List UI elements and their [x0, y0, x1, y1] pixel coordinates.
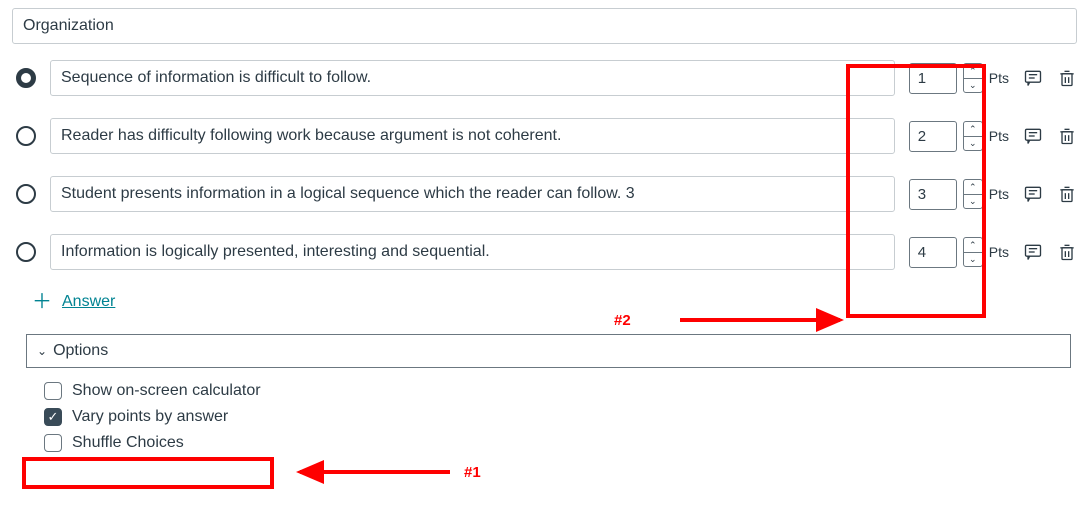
option-label: Shuffle Choices: [72, 434, 184, 452]
points-stepper[interactable]: ⌃⌄: [963, 121, 983, 151]
answer-row: Reader has difficulty following work bec…: [12, 118, 1077, 154]
points-label: Pts: [989, 70, 1009, 86]
answer-radio[interactable]: [16, 68, 36, 88]
answer-row: Student presents information in a logica…: [12, 176, 1077, 212]
question-title[interactable]: Organization: [12, 8, 1077, 44]
plus-icon: ＋: [32, 292, 52, 312]
points-label: Pts: [989, 186, 1009, 202]
option-item: Shuffle Choices: [44, 434, 1077, 452]
annotation-arrow: [288, 460, 462, 484]
points-group: 1⌃⌄Pts: [909, 63, 1009, 94]
step-up-icon[interactable]: ⌃: [964, 64, 982, 78]
step-up-icon[interactable]: ⌃: [964, 180, 982, 194]
answer-row: Sequence of information is difficult to …: [12, 60, 1077, 96]
points-label: Pts: [989, 128, 1009, 144]
option-label: Vary points by answer: [72, 408, 228, 426]
delete-icon[interactable]: [1057, 126, 1077, 146]
option-item: ✓ Vary points by answer: [44, 408, 1077, 426]
points-label: Pts: [989, 244, 1009, 260]
option-checkbox[interactable]: [44, 434, 62, 452]
delete-icon[interactable]: [1057, 242, 1077, 262]
add-answer-button[interactable]: ＋ Answer: [32, 292, 1077, 312]
step-up-icon[interactable]: ⌃: [964, 238, 982, 252]
points-group: 4⌃⌄Pts: [909, 237, 1009, 268]
option-item: Show on-screen calculator: [44, 382, 1077, 400]
answer-text-input[interactable]: Student presents information in a logica…: [50, 176, 895, 212]
answer-radio[interactable]: [16, 242, 36, 262]
points-group: 3⌃⌄Pts: [909, 179, 1009, 210]
add-answer-label: Answer: [62, 293, 115, 311]
step-down-icon[interactable]: ⌄: [964, 252, 982, 266]
answer-radio[interactable]: [16, 184, 36, 204]
points-stepper[interactable]: ⌃⌄: [963, 237, 983, 267]
comment-icon[interactable]: [1023, 68, 1043, 88]
points-input[interactable]: 2: [909, 121, 957, 152]
answer-text-input[interactable]: Reader has difficulty following work bec…: [50, 118, 895, 154]
option-label: Show on-screen calculator: [72, 382, 261, 400]
step-up-icon[interactable]: ⌃: [964, 122, 982, 136]
points-input[interactable]: 3: [909, 179, 957, 210]
comment-icon[interactable]: [1023, 242, 1043, 262]
annotation-label: #2: [614, 312, 631, 329]
step-down-icon[interactable]: ⌄: [964, 136, 982, 150]
delete-icon[interactable]: [1057, 68, 1077, 88]
comment-icon[interactable]: [1023, 126, 1043, 146]
answer-text-input[interactable]: Sequence of information is difficult to …: [50, 60, 895, 96]
step-down-icon[interactable]: ⌄: [964, 78, 982, 92]
points-input[interactable]: 4: [909, 237, 957, 268]
option-checkbox[interactable]: [44, 382, 62, 400]
options-label: Options: [53, 342, 108, 360]
comment-icon[interactable]: [1023, 184, 1043, 204]
points-stepper[interactable]: ⌃⌄: [963, 179, 983, 209]
annotation-box: [22, 457, 274, 489]
annotation-label: #1: [464, 464, 481, 481]
options-toggle[interactable]: ⌄ Options: [26, 334, 1071, 368]
answer-radio[interactable]: [16, 126, 36, 146]
chevron-down-icon: ⌄: [37, 344, 47, 358]
option-checkbox[interactable]: ✓: [44, 408, 62, 426]
points-group: 2⌃⌄Pts: [909, 121, 1009, 152]
points-input[interactable]: 1: [909, 63, 957, 94]
answer-row: Information is logically presented, inte…: [12, 234, 1077, 270]
points-stepper[interactable]: ⌃⌄: [963, 63, 983, 93]
annotation-arrow: [668, 308, 852, 332]
question-title-text: Organization: [23, 17, 114, 34]
answer-text-input[interactable]: Information is logically presented, inte…: [50, 234, 895, 270]
delete-icon[interactable]: [1057, 184, 1077, 204]
step-down-icon[interactable]: ⌄: [964, 194, 982, 208]
